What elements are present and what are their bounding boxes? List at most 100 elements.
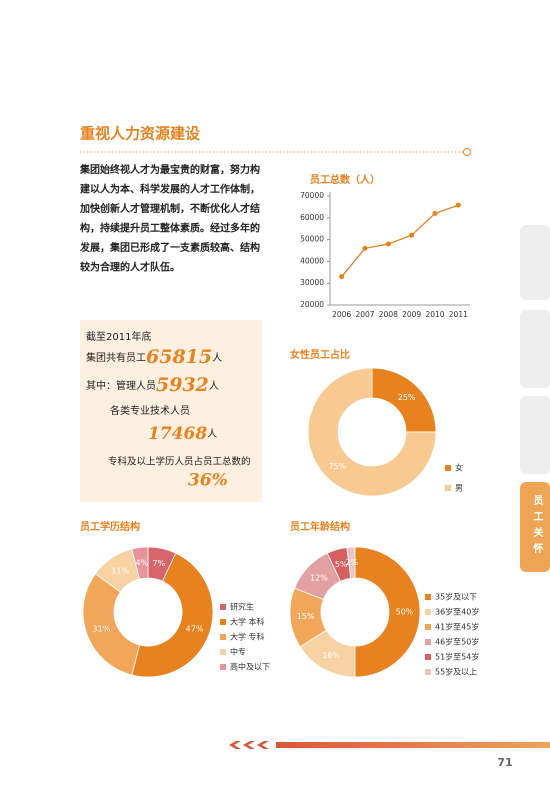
chevrons	[229, 741, 269, 749]
donut-slice	[354, 546, 421, 678]
slice-label: 15%	[297, 612, 315, 621]
slice-label: 2%	[346, 558, 359, 567]
tab-label: 员工关怀	[531, 495, 543, 559]
donut-slice	[307, 367, 437, 497]
footer-bar	[276, 742, 550, 748]
stats-box	[80, 320, 262, 502]
tab[interactable]	[520, 396, 550, 474]
intro-line: 加快创新人才管理机制，不断优化人才结	[79, 202, 260, 215]
stat-number: 5932	[156, 374, 209, 396]
donut-slice	[371, 367, 437, 433]
slice-label: 31%	[93, 624, 111, 633]
tab[interactable]	[520, 225, 550, 300]
stat-line: 集团共有员工65815人	[86, 346, 222, 368]
chart-title: 员工学历结构	[80, 520, 140, 533]
slice-label: 50%	[396, 608, 414, 617]
chart-title: 员工总数（人）	[310, 173, 380, 186]
tab-active[interactable]	[520, 482, 550, 572]
chart-title: 员工年龄结构	[290, 520, 350, 533]
legend-swatch	[425, 669, 431, 675]
stat-label: 各类专业技术人员	[110, 404, 190, 417]
y-tick-label: 20000	[300, 300, 324, 309]
legend-label: 46岁至50岁	[435, 637, 479, 647]
x-tick-label: 2010	[425, 310, 444, 319]
intro-line: 发展，集团已形成了一支素质较高、结构	[79, 241, 260, 254]
donut-slice	[131, 552, 214, 678]
x-tick-label: 2009	[402, 310, 421, 319]
legend-label: 大学 本科	[230, 617, 265, 627]
stat-unit: 人	[207, 428, 217, 440]
legend-label: 高中及以下	[230, 662, 270, 672]
y-tick-label: 30000	[300, 278, 324, 287]
legend-swatch	[425, 609, 431, 615]
stat-label: 其中：管理人员	[86, 379, 156, 392]
y-tick-label: 50000	[300, 235, 324, 244]
stat-number: 65815	[146, 346, 212, 368]
chart-title: 女性员工占比	[290, 348, 350, 361]
point	[339, 274, 345, 280]
slice-label: 16%	[322, 651, 340, 660]
legend-label: 研究生	[230, 602, 254, 612]
legend-label: 大学 专科	[230, 632, 265, 642]
point	[385, 241, 391, 247]
slice-label: 11%	[111, 567, 129, 576]
legend-swatch	[445, 465, 451, 471]
slice-label: 75%	[328, 462, 346, 471]
legend-label: 中专	[230, 647, 246, 657]
legend-swatch	[220, 634, 226, 640]
slice-label: 25%	[398, 393, 416, 402]
point	[455, 202, 461, 208]
legend-swatch	[220, 604, 226, 610]
legend-swatch	[445, 485, 451, 491]
point	[362, 245, 368, 251]
divider-dot	[463, 148, 471, 156]
intro-line: 构，持续提升员工整体素质。经过多年的	[80, 222, 260, 235]
footer	[229, 741, 550, 749]
x-tick-label: 2006	[332, 310, 351, 319]
slice-label: 5%	[335, 560, 348, 569]
stat-line: 17468人	[148, 424, 217, 444]
legend-swatch	[425, 639, 431, 645]
stats: 截至2011年底 集团共有员工65815人 其中：管理人员5932人 各类专业技…	[86, 330, 251, 491]
section-title: 重视人力资源建设	[80, 125, 200, 143]
x-tick-label: 2011	[449, 310, 468, 319]
slice-label: 12%	[310, 574, 328, 583]
slice-label: 7%	[152, 559, 165, 568]
legend-label: 41岁至45岁	[435, 622, 479, 632]
stat-unit: 人	[212, 352, 222, 364]
legend-swatch	[220, 649, 226, 655]
legend-swatch	[425, 654, 431, 660]
donut-slice	[346, 546, 356, 579]
donut-slice	[82, 573, 141, 676]
legend-label: 男	[455, 484, 463, 493]
y-tick-label: 40000	[300, 256, 324, 265]
intro-line: 较为合理的人才队伍。	[80, 261, 180, 274]
legend-swatch	[220, 619, 226, 625]
stat-number: 17468	[148, 424, 207, 444]
legend-label: 55岁及以上	[435, 667, 477, 677]
stat-label: 专科及以上学历人员占员工总数的	[108, 456, 251, 468]
page-number: 71	[497, 756, 512, 769]
legend-label: 51岁至54岁	[435, 652, 479, 662]
legend-label: 女	[455, 463, 463, 473]
y-tick-label: 60000	[300, 213, 324, 222]
stat-number: 36%	[188, 471, 228, 491]
y-tick-label: 70000	[300, 191, 324, 200]
slice-label: 4%	[135, 558, 148, 567]
point	[409, 232, 415, 238]
legend-label: 35岁及以下	[435, 592, 477, 602]
intro-line: 建以人为本、科学发展的人才工作体制，	[79, 183, 260, 196]
x-tick-label: 2008	[379, 310, 398, 319]
legend-swatch	[220, 664, 226, 670]
stat-date: 截至2011年底	[86, 330, 151, 343]
stat-line: 其中：管理人员5932人	[86, 374, 219, 396]
donut-slice	[131, 546, 149, 580]
point	[432, 210, 438, 216]
line	[341, 204, 459, 278]
tab[interactable]	[520, 310, 550, 388]
slice-label: 47%	[186, 624, 204, 633]
intro-line: 集团始终视人才为最宝贵的财富，努力构	[79, 163, 260, 176]
